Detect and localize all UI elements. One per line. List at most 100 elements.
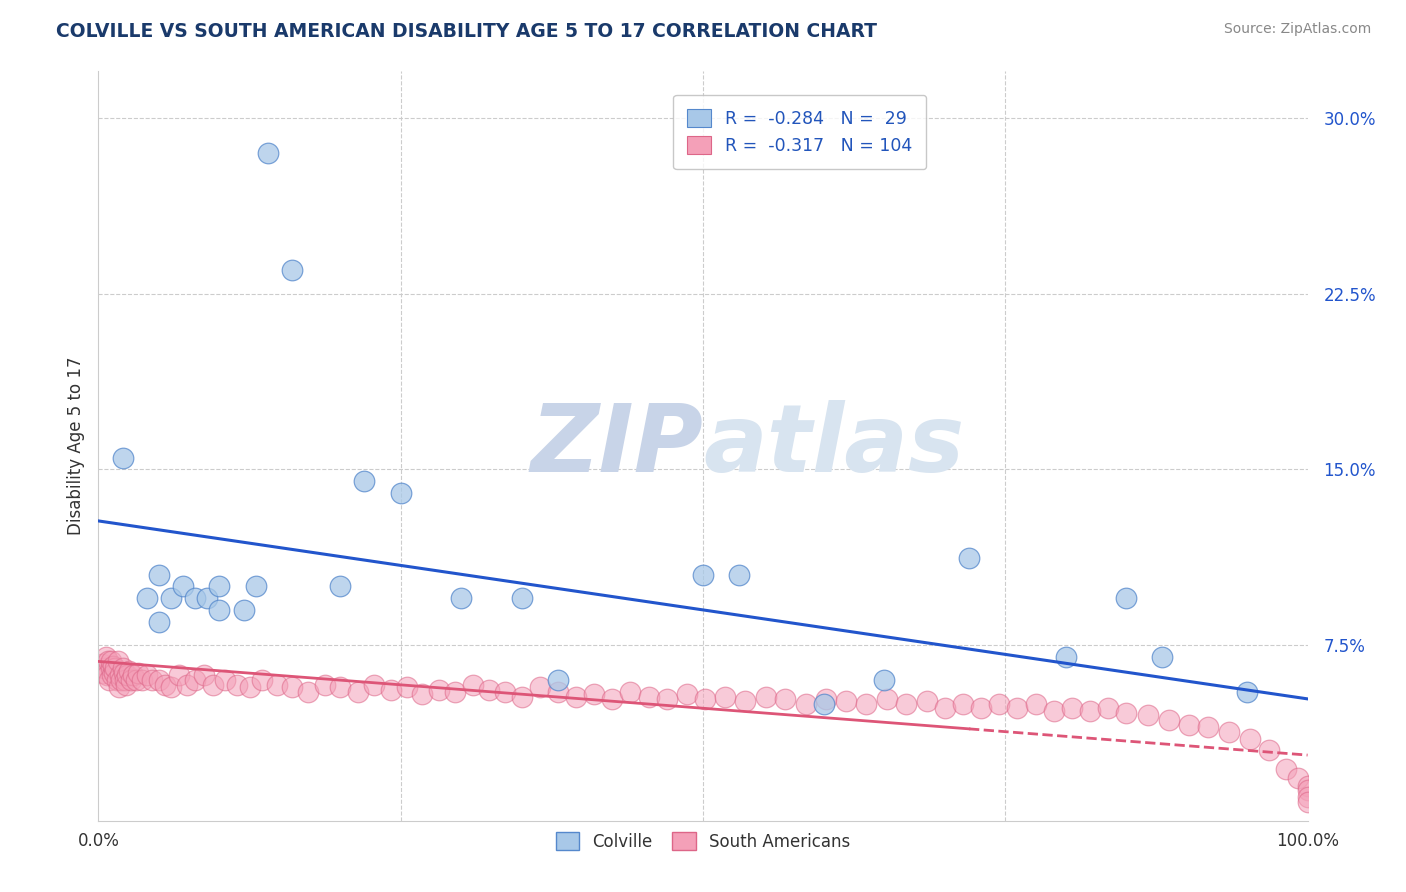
Point bbox=[429, 682, 451, 697]
Point bbox=[1115, 591, 1137, 606]
Point bbox=[478, 682, 501, 697]
Point bbox=[193, 668, 215, 682]
Point bbox=[876, 692, 898, 706]
Point bbox=[1296, 795, 1319, 809]
Text: atlas: atlas bbox=[703, 400, 965, 492]
Point bbox=[101, 659, 124, 673]
Point bbox=[1296, 779, 1319, 793]
Point bbox=[314, 678, 336, 692]
Point bbox=[125, 673, 148, 688]
Point bbox=[619, 685, 641, 699]
Point bbox=[169, 668, 191, 682]
Point bbox=[141, 673, 163, 688]
Point bbox=[148, 673, 170, 688]
Point bbox=[226, 678, 249, 692]
Point bbox=[713, 690, 735, 704]
Point bbox=[105, 673, 128, 688]
Point bbox=[100, 668, 122, 682]
Point bbox=[1136, 708, 1159, 723]
Point bbox=[957, 551, 980, 566]
Point bbox=[115, 678, 138, 692]
Point bbox=[329, 580, 352, 594]
Point bbox=[915, 694, 938, 708]
Point bbox=[773, 692, 796, 706]
Point bbox=[160, 680, 183, 694]
Point bbox=[250, 673, 273, 688]
Point bbox=[637, 690, 659, 704]
Point bbox=[565, 690, 588, 704]
Point bbox=[98, 673, 121, 688]
Point bbox=[184, 591, 207, 606]
Point bbox=[988, 697, 1011, 711]
Point bbox=[547, 673, 569, 688]
Point bbox=[184, 673, 207, 688]
Point bbox=[602, 692, 624, 706]
Point bbox=[444, 685, 467, 699]
Point bbox=[96, 668, 118, 682]
Point bbox=[395, 680, 418, 694]
Point bbox=[510, 690, 533, 704]
Point bbox=[112, 666, 135, 681]
Point bbox=[583, 687, 606, 701]
Point bbox=[91, 657, 114, 671]
Point bbox=[494, 685, 516, 699]
Point bbox=[245, 580, 267, 594]
Point bbox=[108, 668, 131, 682]
Point bbox=[529, 680, 551, 694]
Point bbox=[970, 701, 993, 715]
Point bbox=[97, 655, 120, 669]
Point bbox=[363, 678, 385, 692]
Y-axis label: Disability Age 5 to 17: Disability Age 5 to 17 bbox=[66, 357, 84, 535]
Point bbox=[389, 485, 412, 500]
Point bbox=[208, 580, 231, 594]
Point bbox=[813, 697, 835, 711]
Point bbox=[695, 692, 717, 706]
Point bbox=[834, 694, 856, 708]
Point bbox=[1218, 724, 1240, 739]
Text: Source: ZipAtlas.com: Source: ZipAtlas.com bbox=[1223, 22, 1371, 37]
Text: ZIP: ZIP bbox=[530, 400, 703, 492]
Point bbox=[131, 673, 153, 688]
Point bbox=[794, 697, 817, 711]
Point bbox=[1296, 783, 1319, 797]
Point bbox=[755, 690, 778, 704]
Point bbox=[547, 685, 569, 699]
Point bbox=[1197, 720, 1219, 734]
Point bbox=[266, 678, 288, 692]
Point bbox=[1054, 649, 1077, 664]
Point bbox=[894, 697, 917, 711]
Point bbox=[1257, 743, 1279, 757]
Point bbox=[1007, 701, 1029, 715]
Point bbox=[214, 673, 236, 688]
Point bbox=[815, 692, 838, 706]
Point bbox=[153, 678, 176, 692]
Point bbox=[111, 661, 134, 675]
Point bbox=[1042, 704, 1064, 718]
Point bbox=[172, 580, 194, 594]
Point bbox=[103, 666, 125, 681]
Point bbox=[1060, 701, 1083, 715]
Point bbox=[1024, 697, 1046, 711]
Point bbox=[176, 678, 198, 692]
Point bbox=[104, 661, 127, 675]
Point bbox=[463, 678, 485, 692]
Point bbox=[655, 692, 678, 706]
Point bbox=[195, 591, 218, 606]
Point bbox=[127, 666, 149, 681]
Point bbox=[297, 685, 319, 699]
Point bbox=[108, 680, 131, 694]
Point bbox=[855, 697, 877, 711]
Point bbox=[122, 668, 145, 682]
Point bbox=[281, 680, 304, 694]
Point bbox=[728, 567, 751, 582]
Point bbox=[281, 263, 304, 277]
Legend: Colville, South Americans: Colville, South Americans bbox=[548, 826, 858, 857]
Point bbox=[110, 673, 132, 688]
Point bbox=[1275, 762, 1298, 776]
Point bbox=[148, 567, 170, 582]
Point bbox=[347, 685, 370, 699]
Point bbox=[160, 591, 183, 606]
Point bbox=[1286, 772, 1309, 786]
Point bbox=[1178, 717, 1201, 731]
Point bbox=[380, 682, 402, 697]
